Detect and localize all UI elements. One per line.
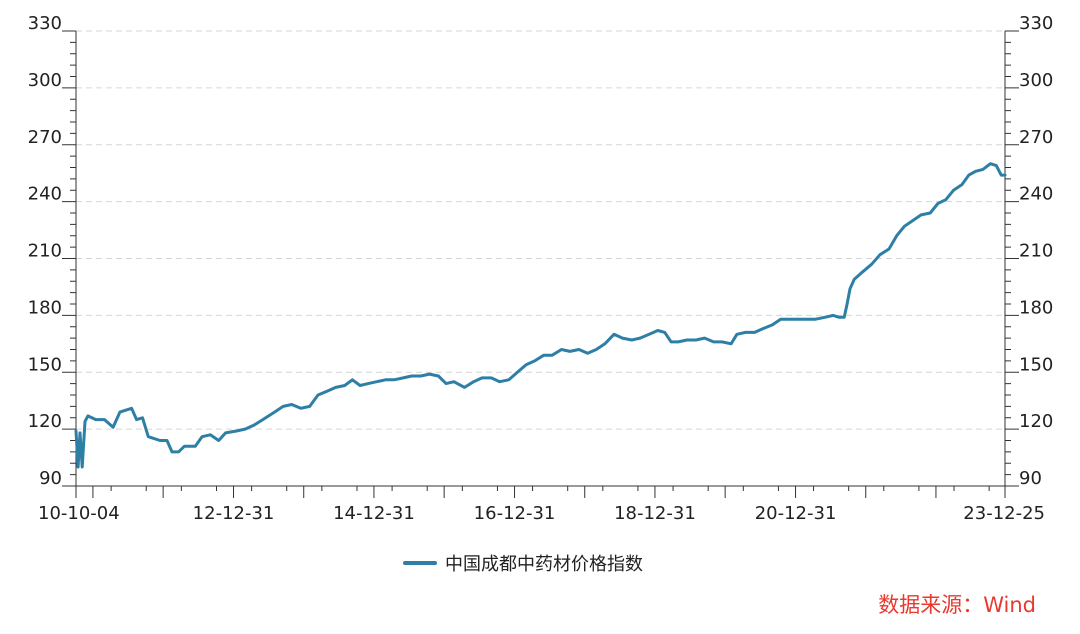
x-tick-label: 16-12-31 <box>474 503 556 524</box>
y-tick-label-left: 150 <box>28 354 62 375</box>
axes <box>62 30 1019 498</box>
y-tick-label-right: 90 <box>1019 468 1042 489</box>
y-axis-left-labels: 90 120 150 180 210 240 270 300 330 <box>28 13 62 489</box>
y-tick-label-right: 240 <box>1019 184 1053 205</box>
x-tick-label: 23-12-25 <box>963 503 1045 524</box>
y-axis-right-labels: 90 120 150 180 210 240 270 300 330 <box>1019 13 1053 489</box>
y-tick-label-right: 300 <box>1019 70 1053 91</box>
x-tick-label: 18-12-31 <box>614 503 696 524</box>
y-tick-label-right: 270 <box>1019 127 1053 148</box>
y-tick-label-left: 90 <box>39 468 62 489</box>
series-line <box>74 162 1007 469</box>
series-group <box>74 162 1007 469</box>
y-tick-label-right: 180 <box>1019 297 1053 318</box>
y-tick-label-left: 270 <box>28 127 62 148</box>
y-tick-label-left: 240 <box>28 184 62 205</box>
y-tick-label-left: 300 <box>28 70 62 91</box>
x-axis-labels: 10-10-04 12-12-31 14-12-31 16-12-31 18-12-31… <box>38 503 1045 524</box>
x-tick-label: 14-12-31 <box>333 503 415 524</box>
legend[interactable]: 中国成都中药材价格指数 <box>403 550 643 576</box>
x-tick-label: 10-10-04 <box>38 503 120 524</box>
y-tick-label-left: 180 <box>28 297 62 318</box>
grid-lines <box>76 30 1005 430</box>
y-tick-label-right: 150 <box>1019 354 1053 375</box>
y-tick-label-right: 330 <box>1019 13 1053 34</box>
y-tick-label-left: 330 <box>28 13 62 34</box>
x-tick-label: 20-12-31 <box>755 503 837 524</box>
y-tick-label-left: 210 <box>28 241 62 262</box>
y-tick-label-right: 120 <box>1019 411 1053 432</box>
y-tick-label-left: 120 <box>28 411 62 432</box>
y-tick-label-right: 210 <box>1019 241 1053 262</box>
data-source-note: 数据来源：Wind <box>878 593 1036 617</box>
x-tick-label: 12-12-31 <box>193 503 275 524</box>
legend-swatch <box>403 561 437 565</box>
legend-label: 中国成都中药材价格指数 <box>445 554 643 575</box>
